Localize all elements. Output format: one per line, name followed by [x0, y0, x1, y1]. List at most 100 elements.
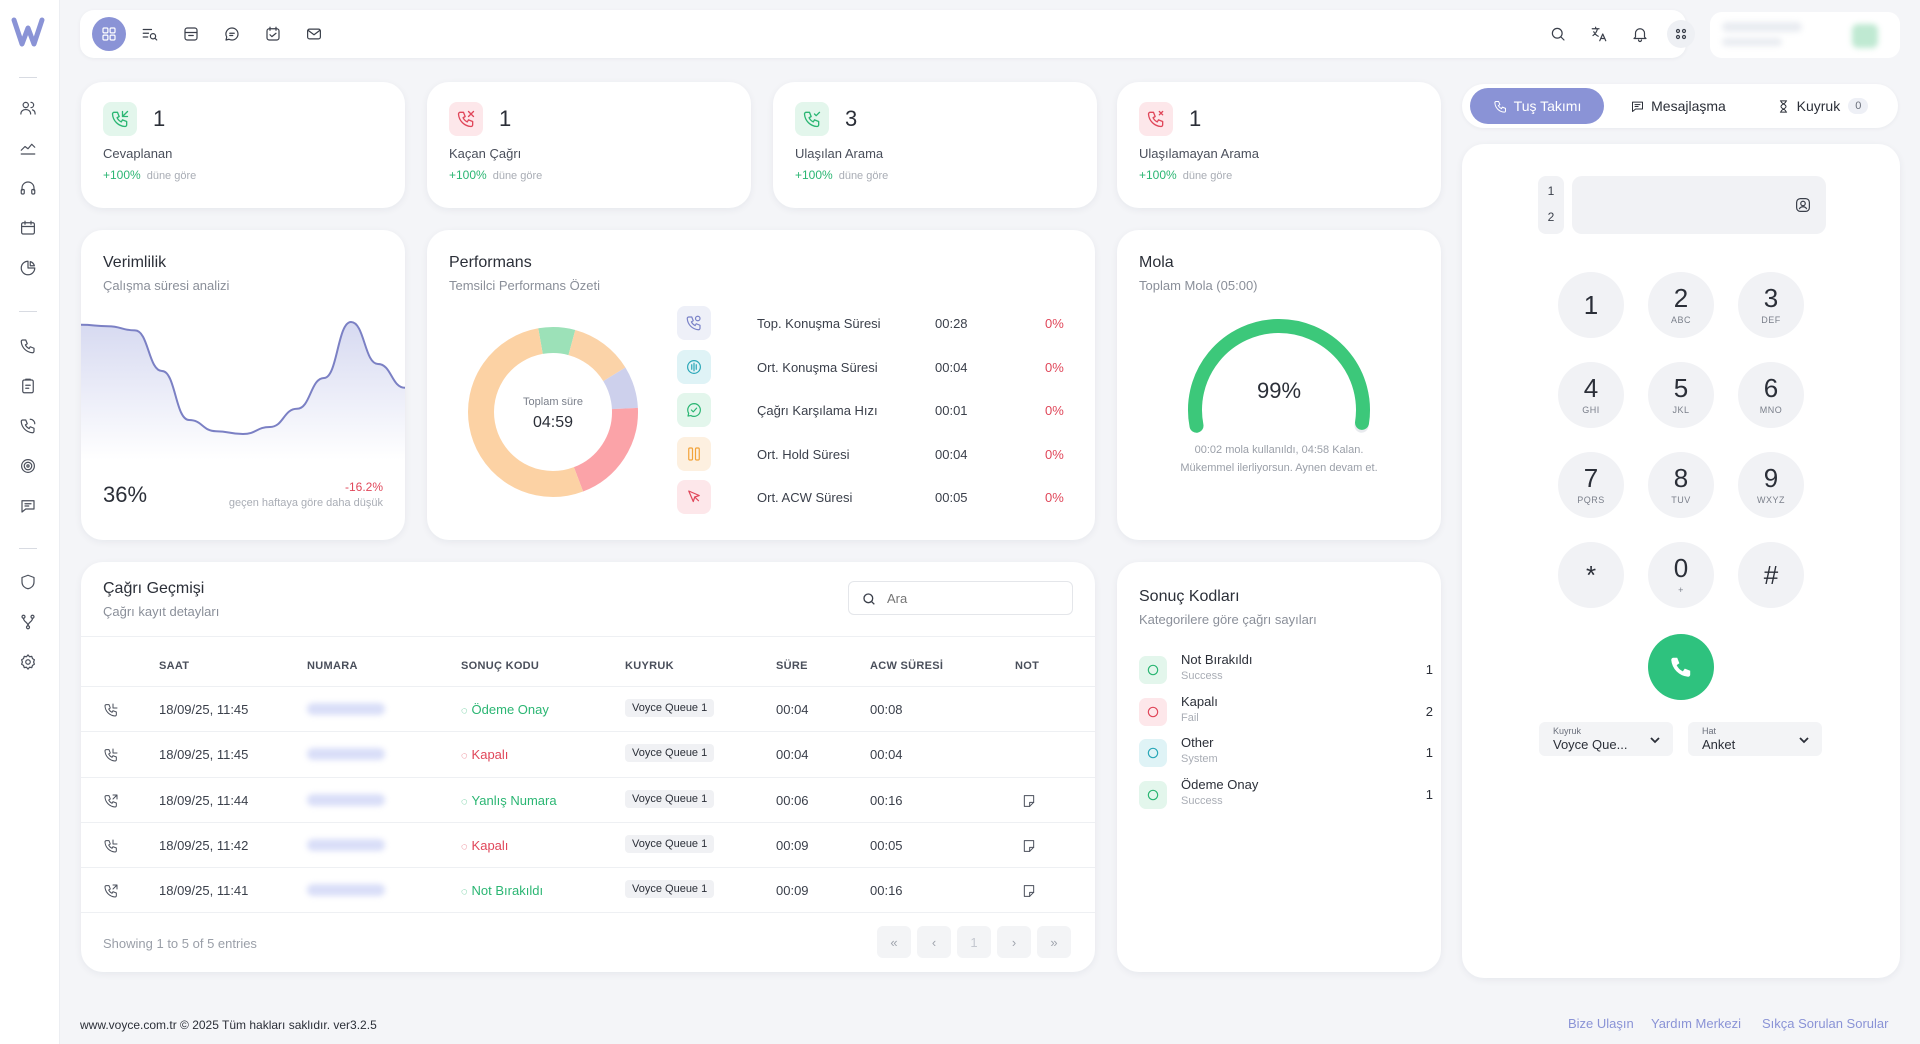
- keypad-key[interactable]: #: [1738, 542, 1804, 608]
- bell-icon[interactable]: [1626, 20, 1654, 48]
- page-1-button[interactable]: 1: [957, 926, 991, 958]
- key-digit: *: [1585, 560, 1597, 590]
- result-code-item[interactable]: Kapalı Fail 2: [1139, 694, 1433, 734]
- clipboard-icon[interactable]: [16, 374, 40, 398]
- tab-keypad[interactable]: Tuş Takımı: [1470, 88, 1604, 124]
- result-code-name: Not Bırakıldı: [1181, 652, 1253, 667]
- translate-icon[interactable]: [1585, 20, 1613, 48]
- line-option[interactable]: 2: [1547, 210, 1555, 224]
- user-profile[interactable]: [1710, 12, 1900, 58]
- keypad-key[interactable]: 2 ABC: [1648, 272, 1714, 338]
- efficiency-value: 36%: [103, 482, 148, 507]
- result-code-count: 1: [1425, 745, 1433, 760]
- note-icon[interactable]: [1021, 883, 1037, 902]
- phone-icon[interactable]: [16, 334, 40, 358]
- column-header[interactable]: KUYRUK: [625, 660, 674, 672]
- queue-badge: Voyce Queue 1: [625, 744, 715, 763]
- voyce-logo[interactable]: [10, 14, 46, 50]
- column-header[interactable]: NOT: [1015, 660, 1040, 672]
- number-input[interactable]: [1572, 176, 1826, 234]
- phone-call-icon[interactable]: [16, 414, 40, 438]
- settings-icon[interactable]: [16, 650, 40, 674]
- keypad-key[interactable]: 0 +: [1648, 542, 1714, 608]
- chart-icon[interactable]: [16, 136, 40, 160]
- status-ring-icon: [1139, 739, 1167, 767]
- chat-icon[interactable]: [218, 20, 246, 48]
- key-letters: MNO: [1759, 405, 1783, 415]
- acw-duration: 00:16: [870, 792, 903, 808]
- result-code-item[interactable]: Ödeme Onay Success 1: [1139, 777, 1433, 817]
- key-letters: WXYZ: [1757, 495, 1785, 505]
- footer-link-faq[interactable]: Sıkça Sorulan Sorular: [1762, 1016, 1889, 1031]
- prev-page-button[interactable]: ‹: [917, 926, 951, 958]
- calendar-check-icon[interactable]: [259, 20, 287, 48]
- queue-badge: Voyce Queue 1: [625, 789, 715, 808]
- contact-icon[interactable]: [1794, 196, 1812, 214]
- result-code-label: Yanlış Numara: [471, 792, 557, 808]
- stat-change: +100% düne göre: [103, 168, 196, 182]
- users-icon[interactable]: [16, 96, 40, 120]
- call-button[interactable]: [1648, 634, 1714, 700]
- keypad-key[interactable]: 3 DEF: [1738, 272, 1804, 338]
- last-page-button[interactable]: »: [1037, 926, 1071, 958]
- calendar-icon[interactable]: [16, 216, 40, 240]
- search-icon[interactable]: [1544, 20, 1572, 48]
- note-icon[interactable]: [1021, 838, 1037, 857]
- table-row[interactable]: 18/09/25, 11:42 ◌ Kapalı Voyce Queue 1 00…: [81, 821, 1095, 867]
- phone-x-icon: [1139, 102, 1173, 136]
- sidebar-divider: [19, 548, 37, 549]
- target-icon[interactable]: [16, 454, 40, 478]
- column-header[interactable]: SÜRE: [776, 660, 808, 672]
- column-header[interactable]: NUMARA: [307, 660, 358, 672]
- acw-duration: 00:08: [870, 702, 903, 717]
- keypad-key[interactable]: 5 JKL: [1648, 362, 1714, 428]
- tab-messaging[interactable]: Mesajlaşma: [1612, 88, 1744, 124]
- search-input[interactable]: [887, 588, 1057, 608]
- dashboard-icon[interactable]: [92, 17, 126, 51]
- archive-icon[interactable]: [177, 20, 205, 48]
- keypad-key[interactable]: 1: [1558, 272, 1624, 338]
- search-list-icon[interactable]: [136, 20, 164, 48]
- performance-percent: 0%: [1045, 446, 1064, 462]
- line-select[interactable]: Hat Anket: [1688, 722, 1822, 756]
- result-code-item[interactable]: Other System 1: [1139, 735, 1433, 775]
- message-icon[interactable]: [16, 494, 40, 518]
- footer-link-contact[interactable]: Bize Ulaşın: [1568, 1016, 1634, 1031]
- keypad-key[interactable]: *: [1558, 542, 1624, 608]
- stat-card: 3 Ulaşılan Arama +100% düne göre: [773, 82, 1097, 208]
- column-header[interactable]: SONUÇ KODU: [461, 660, 540, 672]
- phone-icon: [1671, 657, 1691, 677]
- shield-icon[interactable]: [16, 570, 40, 594]
- line-option[interactable]: 1: [1547, 184, 1555, 198]
- table-row[interactable]: 18/09/25, 11:45 ◌ Ödeme Onay Voyce Queue …: [81, 686, 1095, 731]
- select-caption: Hat: [1702, 726, 1717, 736]
- apps-icon[interactable]: [1667, 20, 1695, 48]
- tab-queue[interactable]: Kuyruk 0: [1752, 88, 1892, 124]
- branch-icon[interactable]: [16, 610, 40, 634]
- status-ring-icon: ◌: [461, 795, 468, 808]
- donut-segment: [468, 327, 638, 497]
- queue-select[interactable]: Kuyruk Voyce Que...: [1539, 722, 1673, 756]
- table-row[interactable]: 18/09/25, 11:41 ◌ Not Bırakıldı Voyce Que…: [81, 867, 1095, 912]
- keypad-key[interactable]: 6 MNO: [1738, 362, 1804, 428]
- keypad-key[interactable]: 8 TUV: [1648, 452, 1714, 518]
- next-page-button[interactable]: ›: [997, 926, 1031, 958]
- mail-icon[interactable]: [300, 20, 328, 48]
- message-icon: [1632, 101, 1644, 112]
- keypad-key[interactable]: 9 WXYZ: [1738, 452, 1804, 518]
- column-header[interactable]: ACW SÜRESİ: [870, 660, 944, 672]
- table-row[interactable]: 18/09/25, 11:45 ◌ Kapalı Voyce Queue 1 00…: [81, 731, 1095, 776]
- note-icon[interactable]: [1021, 793, 1037, 812]
- footer-link-help[interactable]: Yardım Merkezi: [1651, 1016, 1742, 1031]
- first-page-button[interactable]: «: [877, 926, 911, 958]
- result-code-item[interactable]: Not Bırakıldı Success 1: [1139, 652, 1433, 692]
- column-header[interactable]: SAAT: [159, 660, 190, 672]
- key-digit: 8: [1673, 463, 1689, 493]
- keypad-key[interactable]: 4 GHI: [1558, 362, 1624, 428]
- table-row[interactable]: 18/09/25, 11:44 ◌ Yanlış Numara Voyce Que…: [81, 776, 1095, 822]
- headset-icon[interactable]: [16, 176, 40, 200]
- stat-change-relative: düne göre: [146, 170, 197, 182]
- keypad-key[interactable]: 7 PQRS: [1558, 452, 1624, 518]
- pie-icon[interactable]: [16, 256, 40, 280]
